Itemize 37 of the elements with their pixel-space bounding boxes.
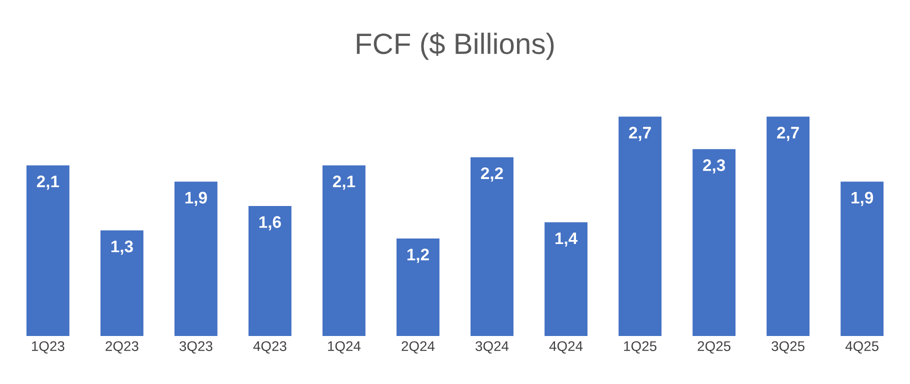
bar <box>248 206 292 336</box>
x-tick-label: 4Q23 <box>253 341 286 354</box>
bar <box>322 165 366 336</box>
x-tick-label: 3Q25 <box>772 341 804 354</box>
data-label: 1,9 <box>852 192 874 206</box>
bar <box>618 116 662 336</box>
bar <box>840 182 884 336</box>
data-label: 2,3 <box>703 159 726 174</box>
x-tick-label: 1Q23 <box>32 341 64 354</box>
data-label: 2,7 <box>777 126 799 141</box>
x-tick-label: 2Q25 <box>698 341 730 354</box>
x-tick-label: 3Q24 <box>476 341 509 354</box>
x-tick-label: 2Q23 <box>106 341 138 354</box>
x-tick-label: 4Q24 <box>549 341 583 354</box>
data-label: 2,1 <box>36 176 60 190</box>
bar <box>470 157 514 336</box>
x-tick-label: 4Q25 <box>845 341 878 354</box>
bar <box>26 165 70 336</box>
x-tick-label: 1Q25 <box>624 341 656 354</box>
x-tick-label: 3Q23 <box>179 341 212 354</box>
data-label: 2,7 <box>629 126 651 141</box>
data-label: 2,1 <box>332 176 356 190</box>
data-label: 2,2 <box>481 167 503 182</box>
x-tick-label: 2Q24 <box>402 341 435 354</box>
chart-title: FCF ($ Billions) <box>356 32 554 60</box>
x-tick-label: 1Q24 <box>328 341 361 354</box>
data-label: 1,3 <box>111 240 133 255</box>
bar <box>100 230 144 336</box>
bar <box>766 116 810 336</box>
data-label: 1,6 <box>259 216 281 230</box>
bar <box>396 238 440 336</box>
bar <box>544 222 588 336</box>
data-label: 1,4 <box>555 232 578 247</box>
data-label: 1,2 <box>407 248 429 263</box>
data-label: 1,9 <box>185 192 207 206</box>
bar <box>692 149 736 336</box>
bar <box>174 182 218 336</box>
